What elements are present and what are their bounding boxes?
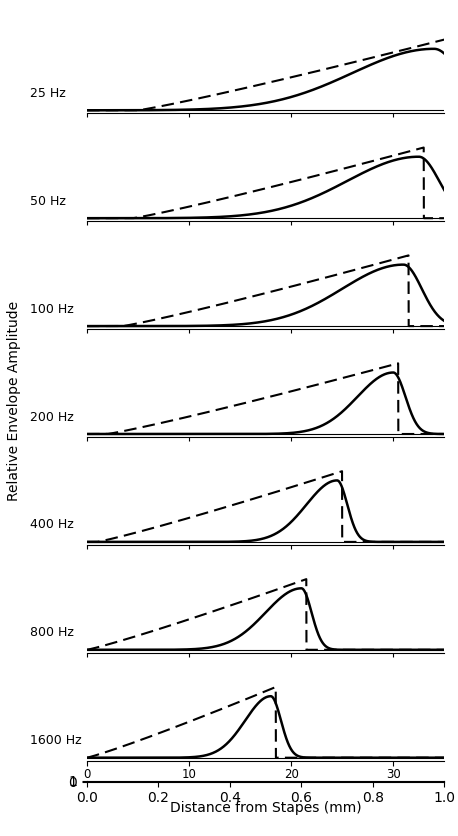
Text: 400 Hz: 400 Hz <box>30 518 74 532</box>
Text: 100 Hz: 100 Hz <box>30 303 74 316</box>
Text: Distance from Stapes (mm): Distance from Stapes (mm) <box>170 801 361 815</box>
Text: 50 Hz: 50 Hz <box>30 195 66 208</box>
Text: 1600 Hz: 1600 Hz <box>30 734 82 747</box>
Text: Relative Envelope Amplitude: Relative Envelope Amplitude <box>7 301 21 502</box>
Text: 25 Hz: 25 Hz <box>30 87 65 99</box>
Text: 800 Hz: 800 Hz <box>30 626 74 640</box>
Text: 200 Hz: 200 Hz <box>30 410 74 424</box>
